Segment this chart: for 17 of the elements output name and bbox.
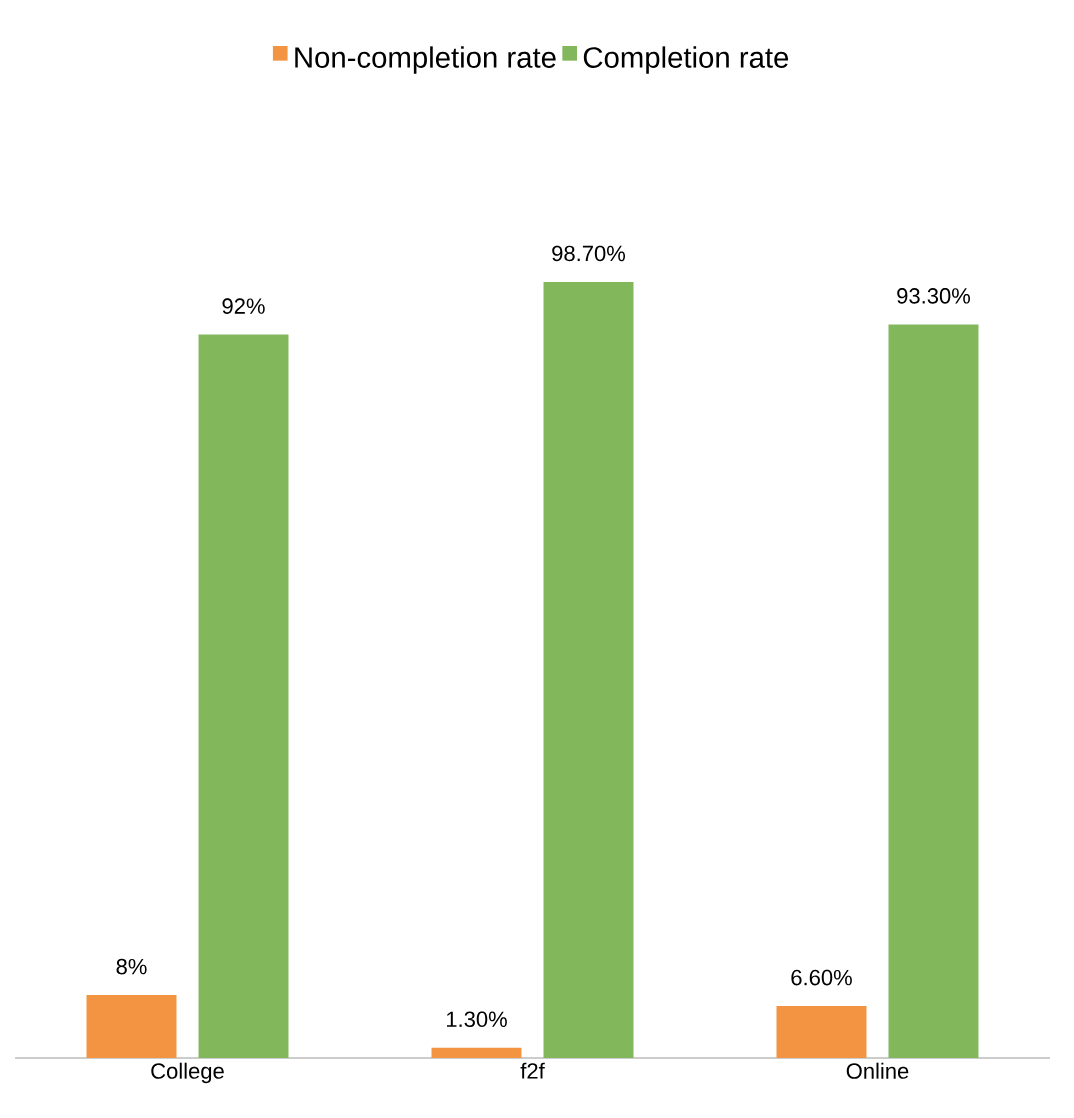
data-label: 8% [116,958,147,975]
bar [888,324,979,1058]
data-label: 93.30% [897,288,971,304]
bar [776,1006,867,1058]
legend-label: Completion rate [583,46,789,74]
data-label: 1.30% [446,1011,507,1028]
data-label: 92% [222,298,265,314]
bar [543,281,634,1058]
legend-label: Non-completion rate [295,46,556,74]
x-tick-label: f2f [520,1062,545,1079]
x-tick-label: Online [846,1062,909,1079]
bar [86,995,177,1058]
x-tick-label: College [151,1062,224,1084]
bar [198,334,289,1058]
data-label: 6.60% [791,969,852,986]
bar [431,1047,522,1058]
data-label: 98.70% [552,245,626,262]
